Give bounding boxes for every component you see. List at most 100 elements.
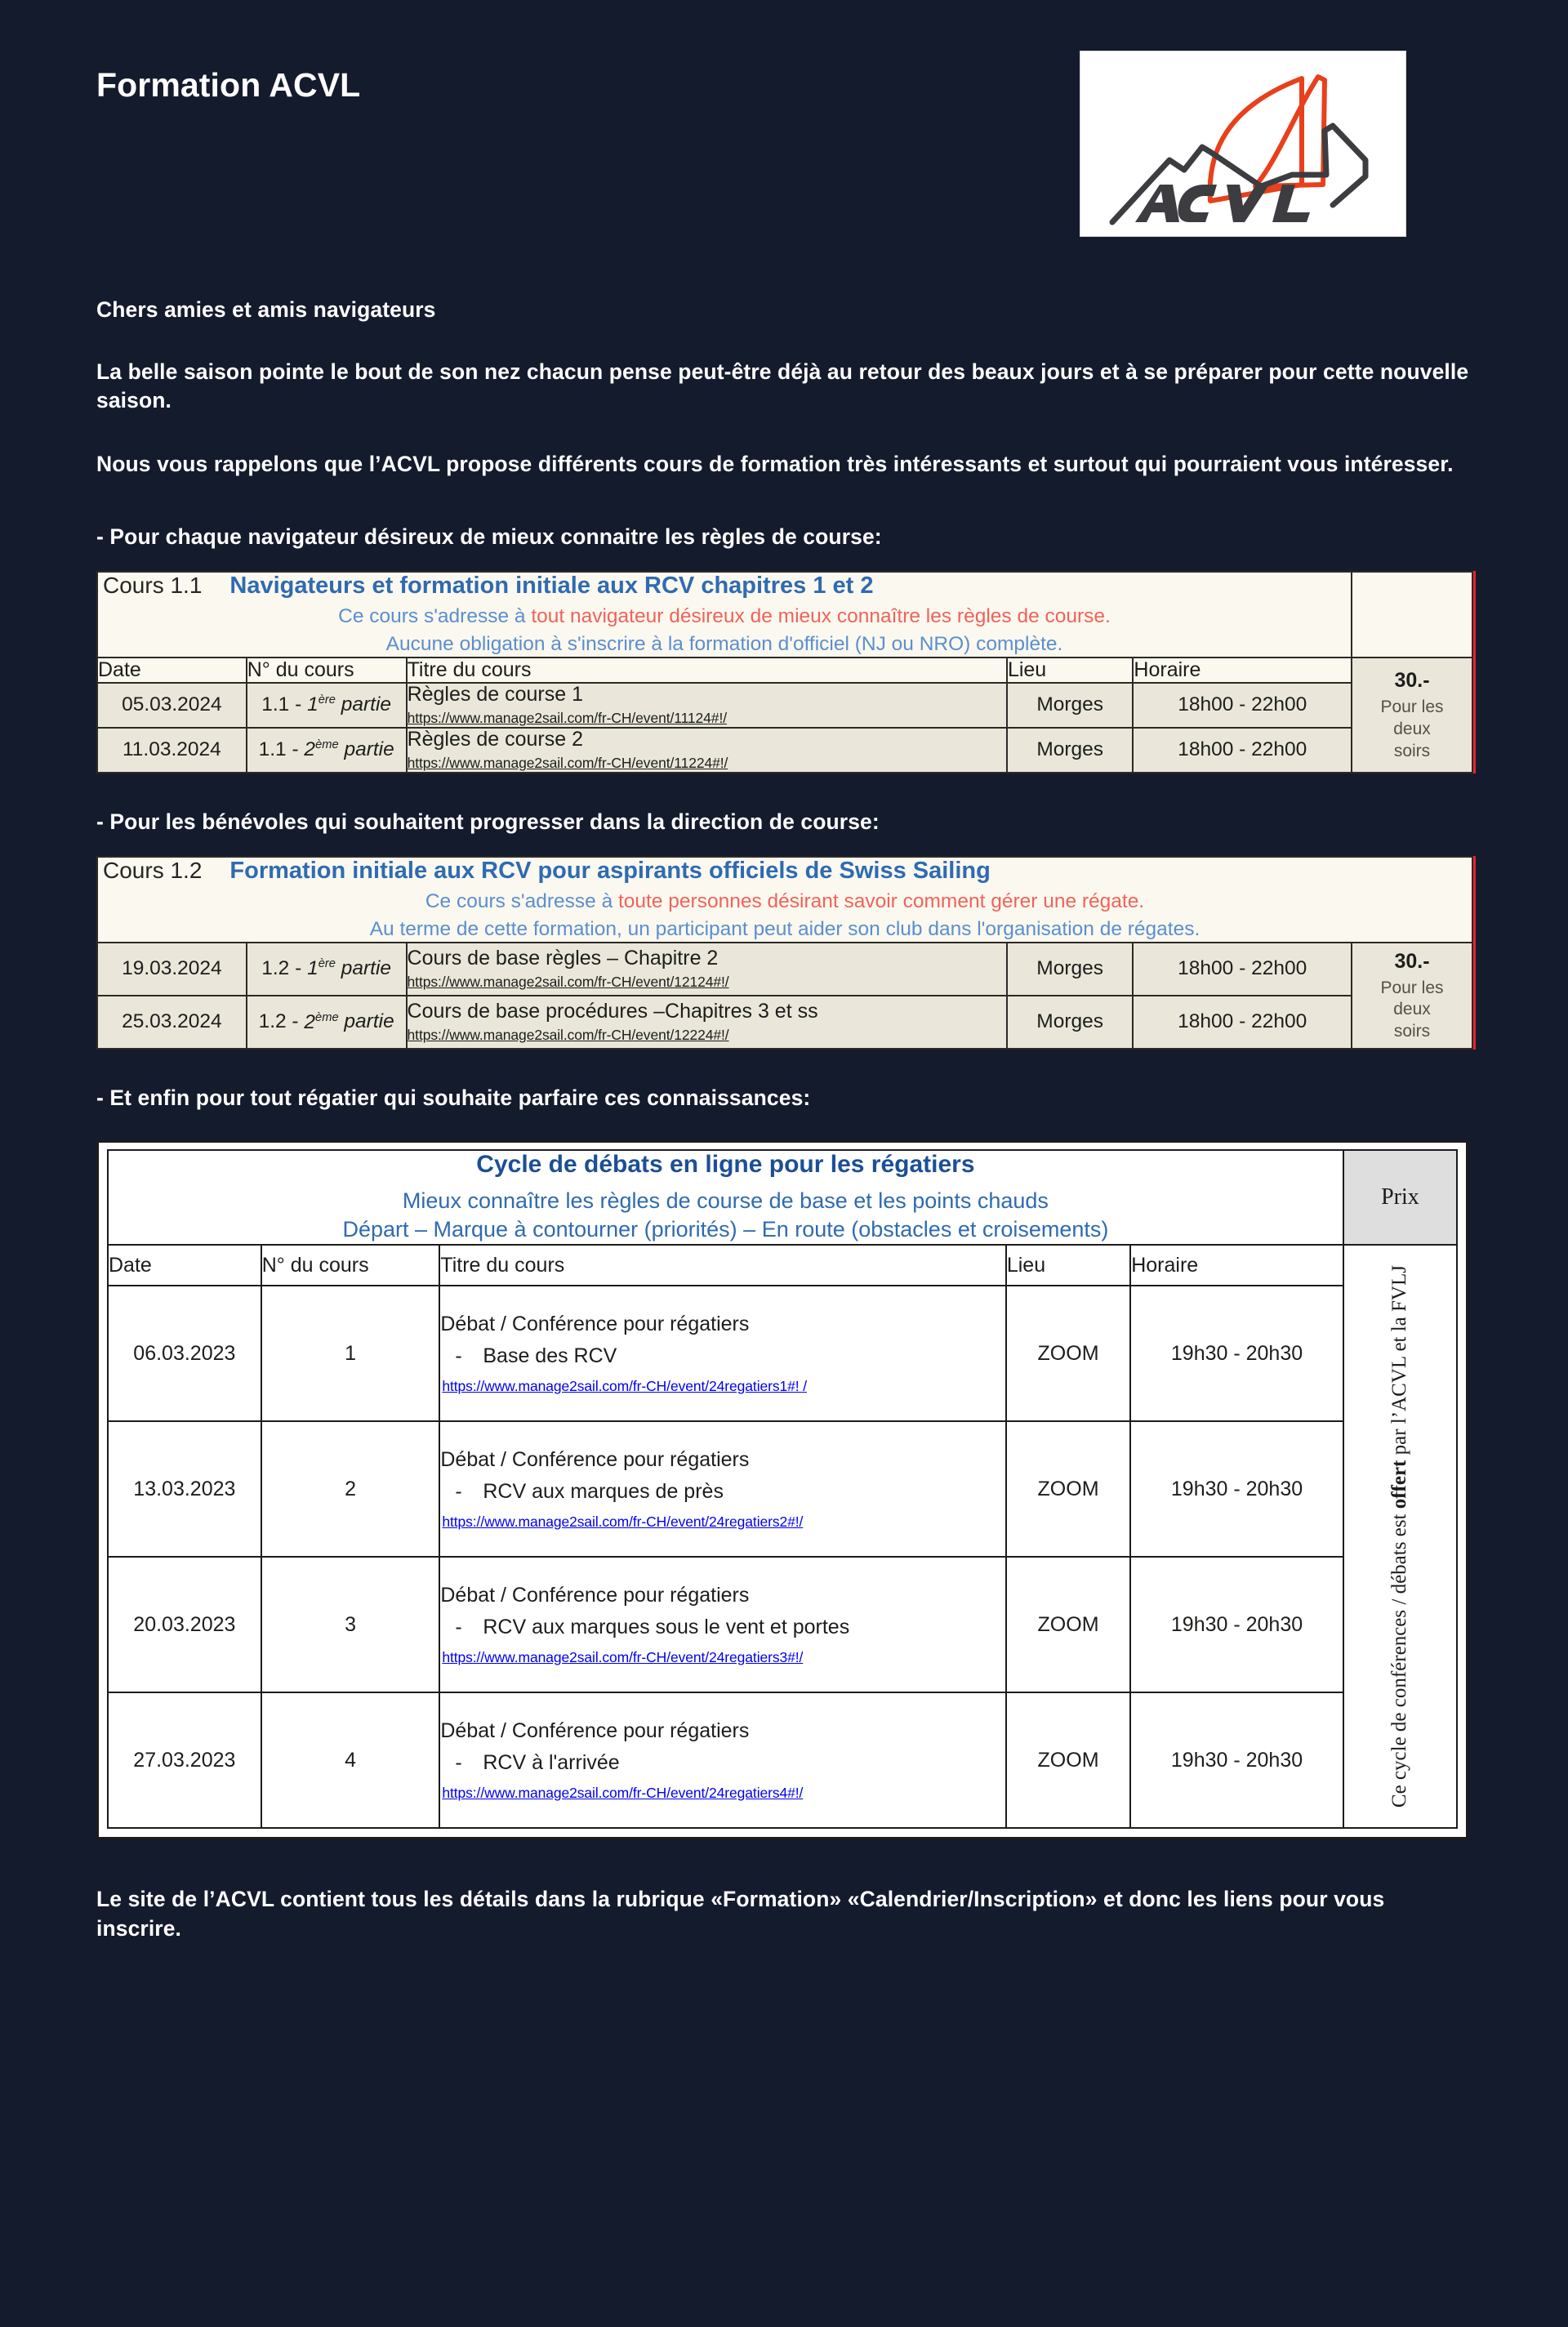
table-2-red-accent [1472,855,1476,1050]
course-table-2-wrapper: Cours 1.2 Formation initiale aux RCV pou… [96,855,1476,1050]
debates-row-3-date: 27.03.2023 [107,1692,262,1830]
price-text-post: par l’ACVL et la FVLJ [1388,1265,1411,1460]
num-ord-digit: 2 [304,738,316,761]
footer-note: Le site de l’ACVL contient tous les déta… [96,1887,1385,1941]
debates-row-0-place: ZOOM [1004,1285,1132,1423]
acvl-logo [1080,51,1406,237]
debates-row-2-title: Débat / Conférence pour régatiers - RCV a… [439,1556,1007,1694]
debate-title-line2-wrap: - RCV à l'arrivée [440,1751,1004,1775]
table-1-row-1-number: 1.1 - 2ème partie [245,726,408,773]
num-ord-digit: 1 [307,957,318,980]
table-2-price-sub-2: deux [1393,1000,1431,1019]
table-1-row-0-date: 05.03.2024 [96,681,247,729]
debates-row-2-date: 20.03.2023 [107,1556,262,1694]
table-row: 05.03.2024 1.1 - 1ère partie Règles de c… [96,681,1472,729]
table-1-row-1-title: Règles de course 2 https://www.manage2sa… [405,726,1008,773]
debates-row-1-date: 13.03.2023 [107,1420,262,1558]
table-2-banner-sub2: Au terme de cette formation, un particip… [369,917,1200,940]
table-2-course-label: Cours 1.2 [103,857,203,883]
debate-title-line1: Débat / Conférence pour régatiers [440,1583,750,1607]
num-ordinal: 1ère [307,693,336,715]
course-table-1: Cours 1.1 Navigateurs et formation initi… [96,571,1473,773]
debates-row-3-number: 4 [260,1692,441,1830]
debates-row-0-number: 1 [260,1285,441,1423]
debate-registration-link[interactable]: https://www.manage2sail.com/fr-CH/event/… [442,1513,804,1530]
intro-paragraph-1: La belle saison pointe le bout de son ne… [96,359,1469,413]
debates-banner-sub-1: Mieux connaître les règles de course de … [402,1188,1049,1214]
course-registration-link[interactable]: https://www.manage2sail.com/fr-CH/event/… [407,754,728,771]
table-1-banner-sub2: Aucune obligation à s'inscrire à la form… [385,632,1063,655]
section-lead-3: - Et enfin pour tout régatier qui souhai… [96,1085,811,1111]
num-ord-sup: ème [315,1010,339,1024]
course-registration-link[interactable]: https://www.manage2sail.com/fr-CH/event/… [407,1026,729,1043]
debate-bullet-dash: - [455,1615,462,1638]
table-1-price-sub-1: Pour les [1380,697,1444,716]
debate-title-line1: Débat / Conférence pour régatiers [440,1719,750,1742]
table-2-price-sub-3: soirs [1393,1022,1431,1041]
course-registration-link[interactable]: https://www.manage2sail.com/fr-CH/event/… [407,973,729,990]
num-ordinal: 2ème [304,1010,339,1033]
debate-title-line2-wrap: - RCV aux marques de près [440,1480,1004,1504]
debate-title-line2-wrap: - RCV aux marques sous le vent et portes [440,1616,1004,1639]
course-table-2: Cours 1.2 Formation initiale aux RCV pou… [96,855,1474,1050]
debates-row-2-number: 3 [260,1556,441,1694]
num-prefix: 1.2 - [261,957,308,980]
num-prefix: 1.1 - [261,693,308,716]
debate-title-line1: Débat / Conférence pour régatiers [440,1447,750,1471]
debate-bullet-dash: - [455,1750,462,1774]
table-2-row-1-time: 18h00 - 22h00 [1132,994,1352,1050]
table-1-col-place: Lieu [1005,656,1134,684]
debates-row-1-place: ZOOM [1004,1420,1132,1558]
debate-title-line2: RCV aux marques sous le vent et portes [483,1615,850,1638]
num-ord-sup: ère [318,957,336,971]
table-2-row-0-number: 1.2 - 1ère partie [245,941,408,996]
debate-title-line2-wrap: - Base des RCV [440,1344,1004,1368]
table-2-banner: Cours 1.2 Formation initiale aux RCV pou… [96,855,1473,943]
debates-row-1-number: 2 [260,1420,441,1558]
debates-banner-sub-2: Départ – Marque à contourner (priorités)… [342,1217,1109,1242]
table-2-row-1-title: Cours de base procédures –Chapitres 3 et… [405,994,1008,1050]
table-1-banner-row: Cours 1.1 Navigateurs et formation initi… [96,571,1473,658]
table-1-banner-sub-pre: Ce cours s'adresse à [338,605,532,627]
debates-row-3-time: 19h30 - 20h30 [1129,1692,1344,1830]
debates-table: Cycle de débats en ligne pour les régati… [107,1149,1459,1830]
table-1-red-accent [1472,571,1476,773]
table-1-banner-spacer [1351,571,1473,658]
debate-registration-link[interactable]: https://www.manage2sail.com/fr-CH/event/… [442,1377,808,1394]
course-registration-link[interactable]: https://www.manage2sail.com/fr-CH/event/… [407,709,728,726]
table-1-col-title: Titre du cours [405,656,1008,684]
debate-title-line2: RCV à l'arrivée [483,1750,620,1774]
debates-row-2-place: ZOOM [1004,1556,1132,1694]
debates-row-1-time: 19h30 - 20h30 [1129,1420,1344,1558]
table-1-banner: Cours 1.1 Navigateurs et formation initi… [96,571,1353,658]
table-1-col-number: N° du cours [245,656,408,684]
num-ord-digit: 2 [304,1010,316,1033]
table-row: 06.03.2023 1 Débat / Conférence pour rég… [107,1285,1457,1423]
debates-banner: Cycle de débats en ligne pour les régati… [107,1149,1344,1246]
debate-bullet-dash: - [455,1344,462,1367]
table-1-row-0-place: Morges [1005,681,1134,729]
section-lead-1: - Pour chaque navigateur désireux de mie… [96,524,882,549]
num-prefix: 1.2 - [258,1010,305,1033]
table-2-banner-sub-pre: Ce cours s'adresse à [425,889,618,912]
debate-registration-link[interactable]: https://www.manage2sail.com/fr-CH/event/… [442,1784,804,1801]
intro-paragraph-2: Nous vous rappelons que l’ACVL propose d… [96,451,1454,476]
debates-col-title: Titre du cours [439,1244,1007,1287]
table-2-price-amount: 30.- [1394,949,1430,973]
section-lead-2: - Pour les bénévoles qui souhaitent prog… [96,809,880,834]
num-suffix: partie [335,693,392,716]
debates-row-0-title: Débat / Conférence pour régatiers - Base … [439,1285,1007,1423]
debates-row-3-place: ZOOM [1004,1692,1132,1830]
table-1-row-0-number: 1.1 - 1ère partie [245,681,408,729]
acvl-sail-logo-icon [1109,74,1369,225]
table-1-price-amount: 30.- [1394,668,1430,692]
price-text-pre: Ce cycle de conférences / débats est [1388,1509,1411,1808]
table-2-banner-sub: Ce cours s'adresse à toute personnes dés… [98,889,1472,914]
table-2-row-0-title: Cours de base règles – Chapitre 2 https:… [405,941,1008,996]
debate-bullet-dash: - [455,1479,462,1503]
table-1-row-0-title: Règles de course 1 https://www.manage2sa… [405,681,1008,729]
table-1-row-1-time: 18h00 - 22h00 [1132,726,1353,773]
debate-registration-link[interactable]: https://www.manage2sail.com/fr-CH/event/… [442,1648,804,1665]
table-1-col-time: Horaire [1132,656,1353,684]
debates-header-row: Date N° du cours Titre du cours Lieu Hor… [107,1244,1459,1830]
